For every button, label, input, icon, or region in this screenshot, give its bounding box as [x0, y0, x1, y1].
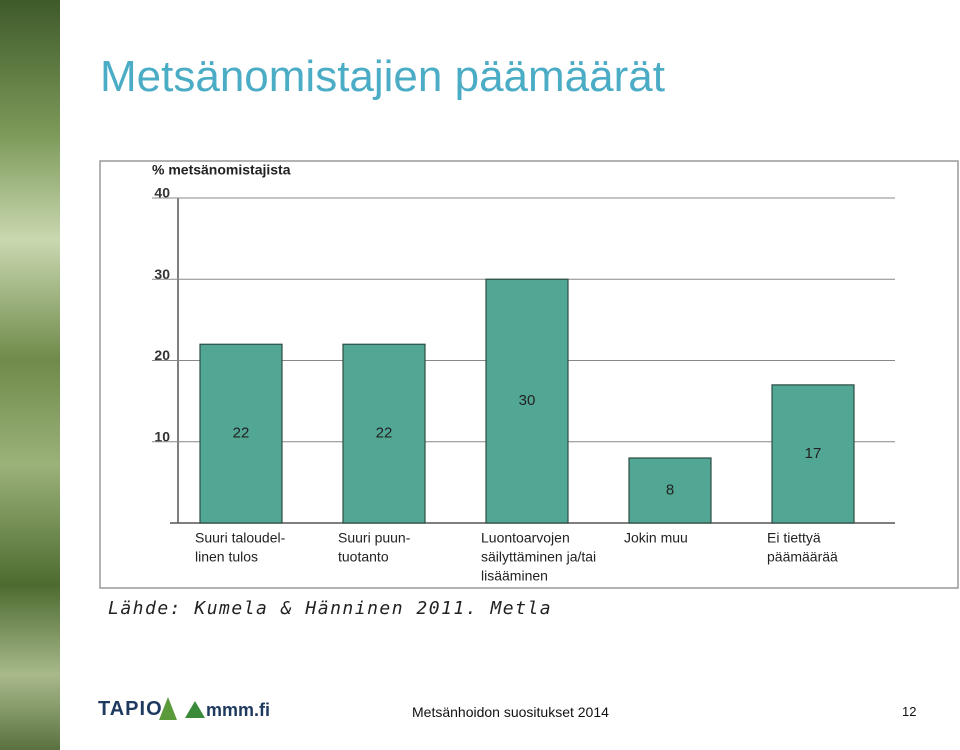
- x-tick-label: lisääminen: [481, 568, 548, 584]
- mmm-icon: [185, 701, 205, 718]
- data-label: 22: [376, 425, 393, 442]
- bar: [485, 278, 569, 524]
- logo: TAPIO: [98, 698, 163, 720]
- tree-icon: [159, 697, 177, 720]
- x-tick-label: Suuri taloudel-: [195, 530, 286, 546]
- x-tick-label: Ei tiettyä: [767, 530, 821, 546]
- x-tick-label: Suuri puun-: [338, 530, 411, 546]
- y-tick-label: 10: [154, 428, 170, 444]
- logo: mmm.fi: [206, 700, 271, 720]
- bar: [628, 457, 712, 524]
- y-tick-label: 20: [154, 347, 170, 363]
- data-label: 22: [233, 425, 250, 442]
- data-label: 8: [666, 481, 674, 498]
- data-label: 17: [805, 445, 822, 462]
- chart: % metsänomistajista 10 20 30 40 Suuri taloud…: [99, 160, 959, 589]
- bar: [771, 384, 855, 524]
- background-image: [0, 0, 60, 750]
- data-label: 30: [519, 392, 536, 409]
- footer-text: Metsänhoidon suositukset 2014: [412, 704, 609, 720]
- x-tick-label: tuotanto: [338, 549, 389, 565]
- x-tick-label: Jokin muu: [624, 530, 688, 546]
- y-axis-label: % metsänomistajista: [152, 162, 291, 178]
- page-number: 12: [902, 704, 917, 719]
- y-tick-label: 30: [154, 266, 170, 282]
- x-tick-label: päämäärää: [767, 549, 838, 565]
- x-tick-label: Luontoarvojen: [481, 530, 570, 546]
- slide-title: Metsänomistajien päämäärät: [100, 52, 665, 101]
- source: Lähde: Kumela & Hänninen 2011. Metla: [108, 598, 553, 619]
- y-tick-label: 40: [154, 185, 170, 201]
- bar: [342, 343, 426, 524]
- x-tick-label: linen tulos: [195, 549, 258, 565]
- x-tick-label: säilyttäminen ja/tai: [481, 549, 596, 565]
- bar: [199, 343, 283, 524]
